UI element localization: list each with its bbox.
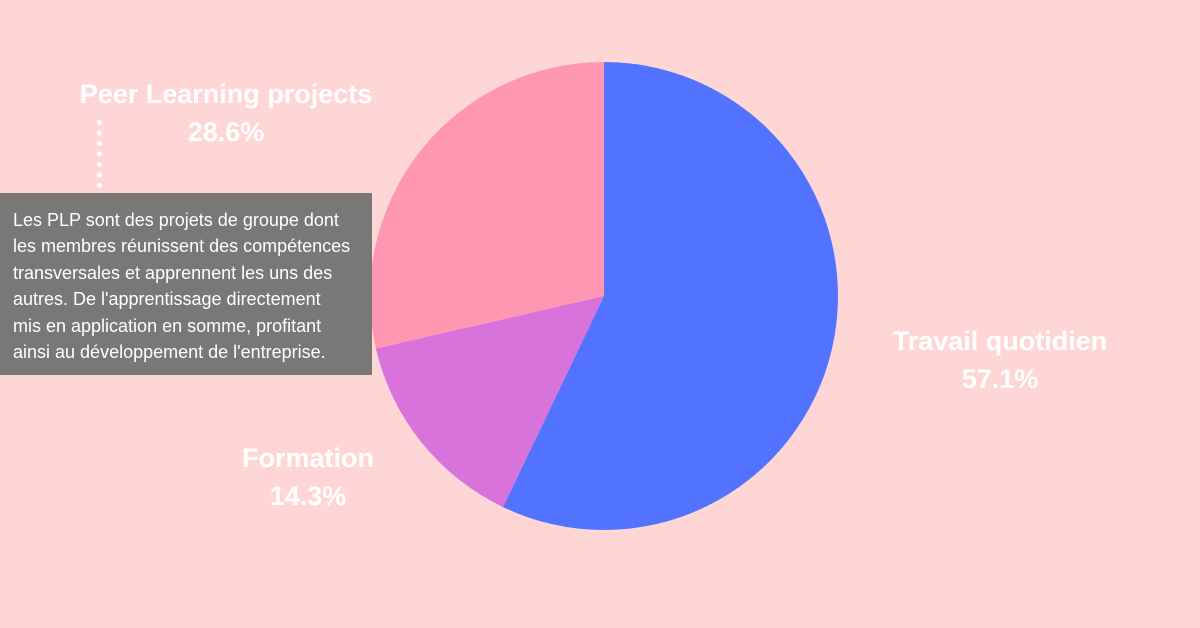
callout-dotted-connector	[97, 120, 102, 188]
pie-slice-formation	[375, 296, 604, 508]
callout-line: mis en application en somme, profitant	[13, 315, 322, 336]
pie-slice-peer-learning-projects	[369, 62, 604, 349]
plp-callout-box: Les PLP sont des projets de groupe dont …	[0, 193, 372, 375]
callout-line: autres. De l'apprentissage directement	[13, 289, 321, 310]
callout-line: Les PLP sont des projets de groupe dont	[13, 210, 339, 230]
callout-line: transversales et apprennent les uns des	[13, 262, 333, 283]
slice-label-travail-quotidien-value: 57.1%	[961, 364, 1039, 394]
slice-label-peer-learning-value: 28.6%	[187, 117, 265, 147]
slice-label-travail-quotidien-name: Travail quotidien	[892, 326, 1108, 356]
callout-line: les membres réunissent des compétences	[13, 236, 351, 257]
pie-slices	[369, 62, 838, 530]
slice-label-formation-value: 14.3%	[269, 481, 347, 511]
slice-label-peer-learning-name: Peer Learning projects	[79, 79, 373, 109]
slice-label-formation: Formation 14.3%	[220, 439, 396, 515]
slice-label-formation-name: Formation	[242, 443, 374, 473]
pie-slice-travail-quotidien	[503, 62, 838, 530]
slice-label-peer-learning: Peer Learning projects 28.6%	[60, 75, 392, 151]
slice-label-travail-quotidien: Travail quotidien 57.1%	[860, 322, 1140, 398]
callout-line: ainsi au développement de l'entreprise.	[13, 342, 326, 363]
